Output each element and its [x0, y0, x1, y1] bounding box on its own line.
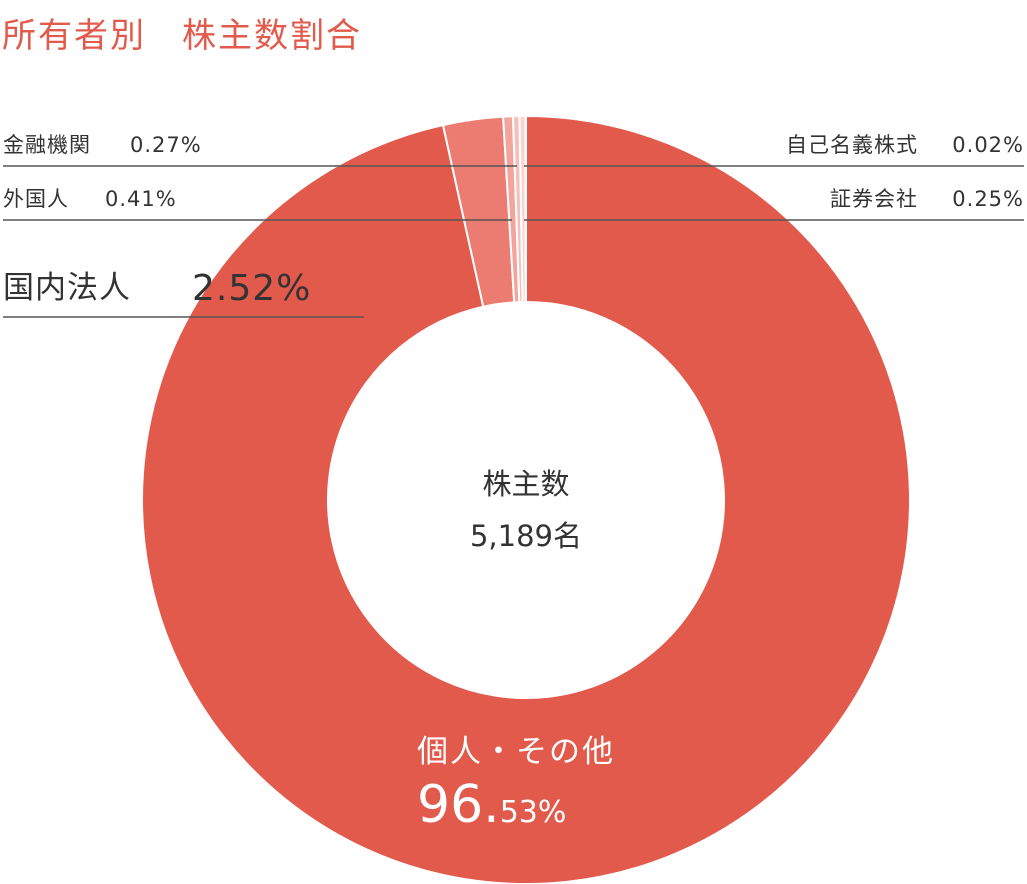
label-kojin-pct-int: 96.	[417, 775, 500, 835]
label-kojin-name: 個人・その他	[417, 734, 615, 770]
label-jiko-pct: 0.02%	[952, 133, 1024, 157]
slice-0	[141, 114, 912, 884]
chart-title: 所有者別 株主数割合	[2, 16, 362, 56]
label-gaikokujin-name: 外国人	[3, 187, 69, 211]
donut-slices	[141, 114, 912, 884]
label-shoken-name: 証券会社	[830, 187, 918, 211]
label-kinyu-name: 金融機関	[3, 133, 91, 157]
label-jiko-name: 自己名義株式	[786, 133, 918, 157]
label-shoken-pct: 0.25%	[952, 187, 1024, 211]
label-kokunai-name: 国内法人	[3, 270, 131, 306]
label-kokunai-pct: 2.52%	[192, 268, 311, 309]
center-label: 株主数	[482, 467, 569, 501]
label-kojin-pct: 96.53%	[417, 775, 566, 835]
label-kinyu-pct: 0.27%	[130, 133, 202, 157]
center-value: 5,189名	[470, 519, 582, 553]
label-kojin-pct-frac: 53%	[500, 795, 567, 830]
label-gaikokujin-pct: 0.41%	[105, 187, 177, 211]
